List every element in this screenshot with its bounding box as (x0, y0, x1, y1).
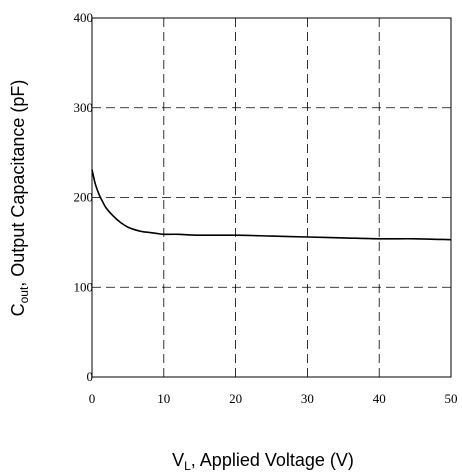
x-tick-label: 10 (157, 391, 170, 406)
x-tick-label: 50 (445, 391, 458, 406)
data-series-line (91, 169, 452, 241)
y-axis-label-rest: , Output Capacitance (pF) (8, 80, 28, 287)
y-axis-label-sub: out (17, 286, 31, 303)
y-axis-label-main: C (8, 303, 28, 316)
y-tick-label: 300 (74, 100, 94, 115)
x-tick-label: 0 (89, 391, 96, 406)
y-tick-label: 200 (74, 190, 94, 205)
tick-labels: 0 10 20 30 40 50 0 100 200 300 400 (74, 10, 458, 406)
y-tick-label: 100 (74, 279, 94, 294)
y-axis-label: Cout, Output Capacitance (pF) (8, 80, 31, 317)
x-tick-label: 20 (229, 391, 242, 406)
x-axis-label-rest: , Applied Voltage (V) (191, 450, 354, 470)
x-tick-label: 30 (301, 391, 314, 406)
plot-frame (91, 17, 452, 378)
x-tick-label: 40 (373, 391, 386, 406)
grid-lines (92, 18, 451, 377)
y-tick-label: 0 (87, 369, 94, 384)
x-axis-label: VL, Applied Voltage (V) (172, 450, 354, 473)
x-axis-label-sub: L (184, 459, 191, 473)
x-axis-label-main: V (172, 450, 184, 470)
y-tick-label: 400 (74, 10, 94, 25)
